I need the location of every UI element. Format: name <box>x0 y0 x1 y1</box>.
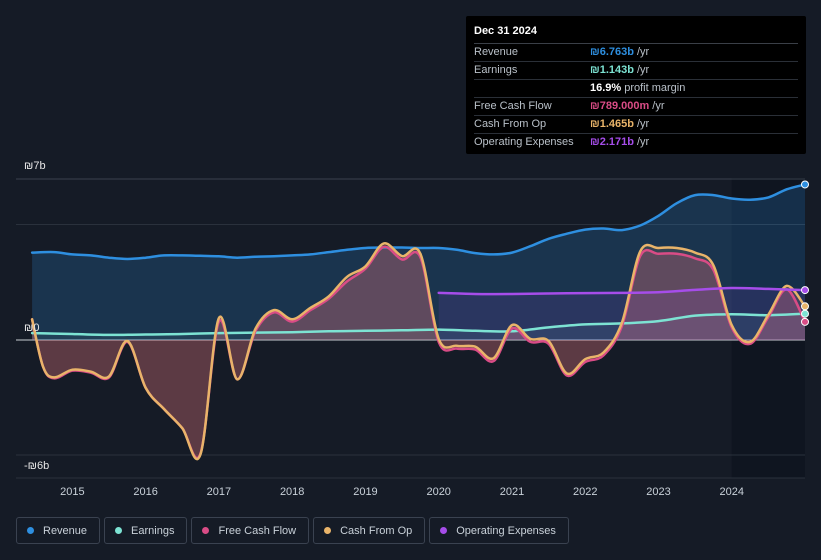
tooltip-date: Dec 31 2024 <box>474 24 798 44</box>
tooltip-value: ₪6.763b <box>590 46 634 58</box>
area-operating-expenses <box>438 287 805 340</box>
x-tick-label: 2020 <box>426 486 450 498</box>
y-tick-bottom: -₪6b <box>24 460 50 472</box>
x-tick-label: 2019 <box>353 486 377 498</box>
area-free-cash-flow <box>32 246 806 459</box>
x-tick-label: 2018 <box>280 486 304 498</box>
endpoint-operating-expenses <box>801 286 809 295</box>
legend-label: Revenue <box>43 524 88 537</box>
endpoint-cash-from-op <box>801 302 809 311</box>
legend-label: Free Cash Flow <box>218 524 297 537</box>
legend-label: Cash From Op <box>340 524 413 537</box>
tooltip-unit: /yr <box>636 118 650 130</box>
endpoint-free-cash-flow <box>801 317 809 326</box>
line-earnings <box>30 312 807 337</box>
legend-dot-icon <box>202 527 210 534</box>
tooltip-label: Operating Expenses <box>474 136 574 148</box>
tooltip-value: ₪2.171b <box>590 136 634 148</box>
tooltip-label: Free Cash Flow <box>474 100 552 112</box>
tooltip-value: ₪1.465b <box>590 118 634 130</box>
series-lines <box>30 183 807 461</box>
tooltip-row: Earnings ₪1.143b/yr <box>474 62 798 80</box>
tooltip-unit: /yr <box>636 46 650 58</box>
tooltip-unit: /yr <box>636 136 650 148</box>
x-tick-label: 2024 <box>719 486 743 498</box>
tooltip-row: Operating Expenses ₪2.171b/yr <box>474 134 798 151</box>
tooltip-unit: profit margin <box>624 82 686 94</box>
tooltip-unit: /yr <box>636 64 650 76</box>
forecast-shade <box>731 178 805 478</box>
x-tick-label: 2017 <box>207 486 231 498</box>
y-tick-top: ₪7b <box>24 160 46 172</box>
legend-item-cash-from-op[interactable]: Cash From Op <box>313 517 426 544</box>
x-axis-ticks: 2015 2016 2017 2018 2019 2020 2021 2022 2023 2024 <box>60 486 744 498</box>
area-revenue <box>32 184 806 340</box>
line-cash-from-op <box>30 242 807 461</box>
tooltip-value: ₪1.143b <box>590 64 634 76</box>
x-tick-label: 2022 <box>573 486 597 498</box>
tooltip-unit: /yr <box>652 100 665 112</box>
legend-item-free-cash-flow[interactable]: Free Cash Flow <box>191 517 310 544</box>
tooltip-row: Cash From Op ₪1.465b/yr <box>474 116 798 134</box>
legend-dot-icon <box>115 527 123 534</box>
tooltip-row: 16.9% profit margin <box>474 80 798 98</box>
line-operating-expenses <box>437 286 807 296</box>
tooltip-row: Free Cash Flow ₪789.000m/yr <box>474 98 798 116</box>
series-endpoints <box>801 180 809 326</box>
grid-lines <box>16 178 805 479</box>
tooltip-label: Revenue <box>474 46 519 58</box>
x-tick-label: 2015 <box>60 486 84 498</box>
x-tick-label: 2023 <box>646 486 670 498</box>
tooltip-value: 16.9% <box>590 82 622 94</box>
tooltip-label: Cash From Op <box>474 118 547 130</box>
legend-label: Operating Expenses <box>456 524 556 537</box>
endpoint-earnings <box>801 309 809 318</box>
x-tick-label: 2021 <box>500 486 524 498</box>
tooltip-value: ₪789.000m <box>590 100 650 112</box>
legend-item-operating-expenses[interactable]: Operating Expenses <box>429 517 569 544</box>
legend-item-revenue[interactable]: Revenue <box>16 517 101 544</box>
legend-dot-icon <box>324 527 332 534</box>
data-tooltip: Dec 31 2024 Revenue ₪6.763b/yr Earnings ₪1.… <box>466 16 806 154</box>
tooltip-label: Earnings <box>474 64 518 76</box>
area-cash-from-op <box>32 243 806 460</box>
endpoint-revenue <box>801 180 809 189</box>
x-tick-label: 2016 <box>133 486 157 498</box>
y-tick-zero: ₪0 <box>24 322 40 334</box>
legend-dot-icon <box>440 527 448 534</box>
tooltip-row: Revenue ₪6.763b/yr <box>474 44 798 62</box>
line-revenue <box>30 183 807 261</box>
legend: Revenue Earnings Free Cash Flow Cash From O… <box>16 517 569 544</box>
legend-label: Earnings <box>131 524 175 537</box>
series-fills <box>32 184 806 460</box>
legend-item-earnings[interactable]: Earnings <box>104 517 188 544</box>
tooltip-label <box>474 80 590 97</box>
legend-dot-icon <box>27 527 34 534</box>
